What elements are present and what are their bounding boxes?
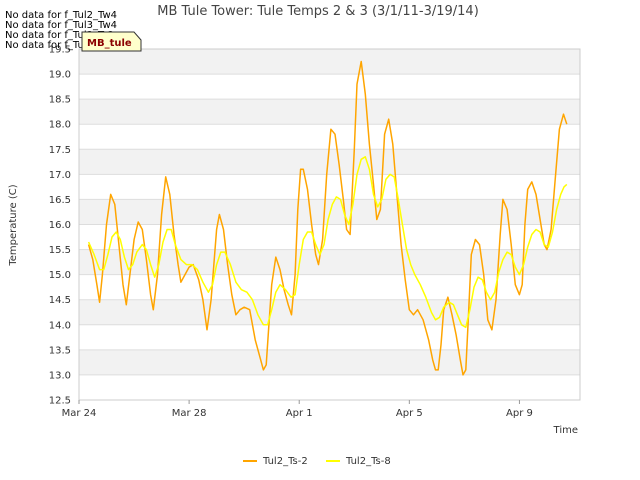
grid-band — [79, 249, 580, 275]
y-axis-ticks: 12.5 13.0 13.5 14.0 14.5 15.0 15.5 16.0 16.5 17.0… — [49, 45, 71, 407]
y-tick-label: 13.5 — [49, 345, 71, 356]
y-tick-label: 16.5 — [49, 195, 71, 206]
x-tick-label: Mar 28 — [172, 408, 207, 419]
grid-band — [79, 49, 580, 75]
series-line-tul2-ts-8 — [87, 156, 568, 329]
site-badge[interactable]: MB_tule — [81, 31, 142, 52]
x-axis-label: Time — [553, 425, 578, 436]
y-tick-label: 15.5 — [49, 245, 71, 256]
y-tick-label: 17.5 — [49, 145, 71, 156]
grid-band — [79, 349, 580, 375]
y-tick-label: 12.5 — [49, 396, 71, 407]
y-tick-label: 19.5 — [49, 45, 71, 56]
grid-band — [79, 99, 580, 125]
no-data-note: No data for f_Tul2_Tw4 — [5, 10, 117, 21]
legend-label-ts2[interactable]: Tul2_Ts-2 — [262, 456, 308, 467]
legend-label-ts8[interactable]: Tul2_Ts-8 — [345, 456, 391, 467]
y-tick-label: 19.0 — [49, 70, 71, 81]
y-tick-label: 14.0 — [49, 320, 71, 331]
plot-bands — [79, 49, 580, 375]
y-tick-label: 13.0 — [49, 370, 71, 381]
x-axis-ticks: Mar 24 Mar 28 Apr 1 Apr 5 Apr 9 — [62, 400, 533, 419]
y-tick-label: 18.0 — [49, 120, 71, 131]
series-lines — [87, 60, 568, 376]
y-axis-label: Temperature (C) — [8, 184, 19, 266]
y-tick-label: 16.0 — [49, 220, 71, 231]
plot-frame — [78, 48, 581, 401]
no-data-note: No data for f_Tul3_Ts2 — [5, 30, 114, 41]
site-badge-text: MB_tule — [87, 38, 132, 49]
no-data-note: No data for f_Tul3_Ts8 — [5, 40, 114, 51]
no-data-note: No data for f_Tul3_Tw4 — [5, 20, 117, 31]
x-tick-label: Mar 24 — [62, 408, 97, 419]
site-badge-shape — [81, 31, 142, 52]
y-tick-label: 15.0 — [49, 270, 71, 281]
x-tick-label: Apr 5 — [396, 408, 423, 419]
x-tick-label: Apr 1 — [286, 408, 313, 419]
legend: Tul2_Ts-2 Tul2_Ts-8 — [243, 456, 391, 467]
x-tick-label: Apr 9 — [506, 408, 533, 419]
y-tick-label: 18.5 — [49, 95, 71, 106]
grid-band — [79, 149, 580, 175]
grid-band — [79, 299, 580, 325]
y-tick-label: 14.5 — [49, 295, 71, 306]
series-line-tul2-ts-2 — [87, 60, 568, 376]
chart-title: MB Tule Tower: Tule Temps 2 & 3 (3/1/11-… — [157, 4, 479, 19]
y-tick-label: 17.0 — [49, 170, 71, 181]
no-data-notes: No data for f_Tul2_Tw4 No data for f_Tul… — [5, 10, 117, 51]
